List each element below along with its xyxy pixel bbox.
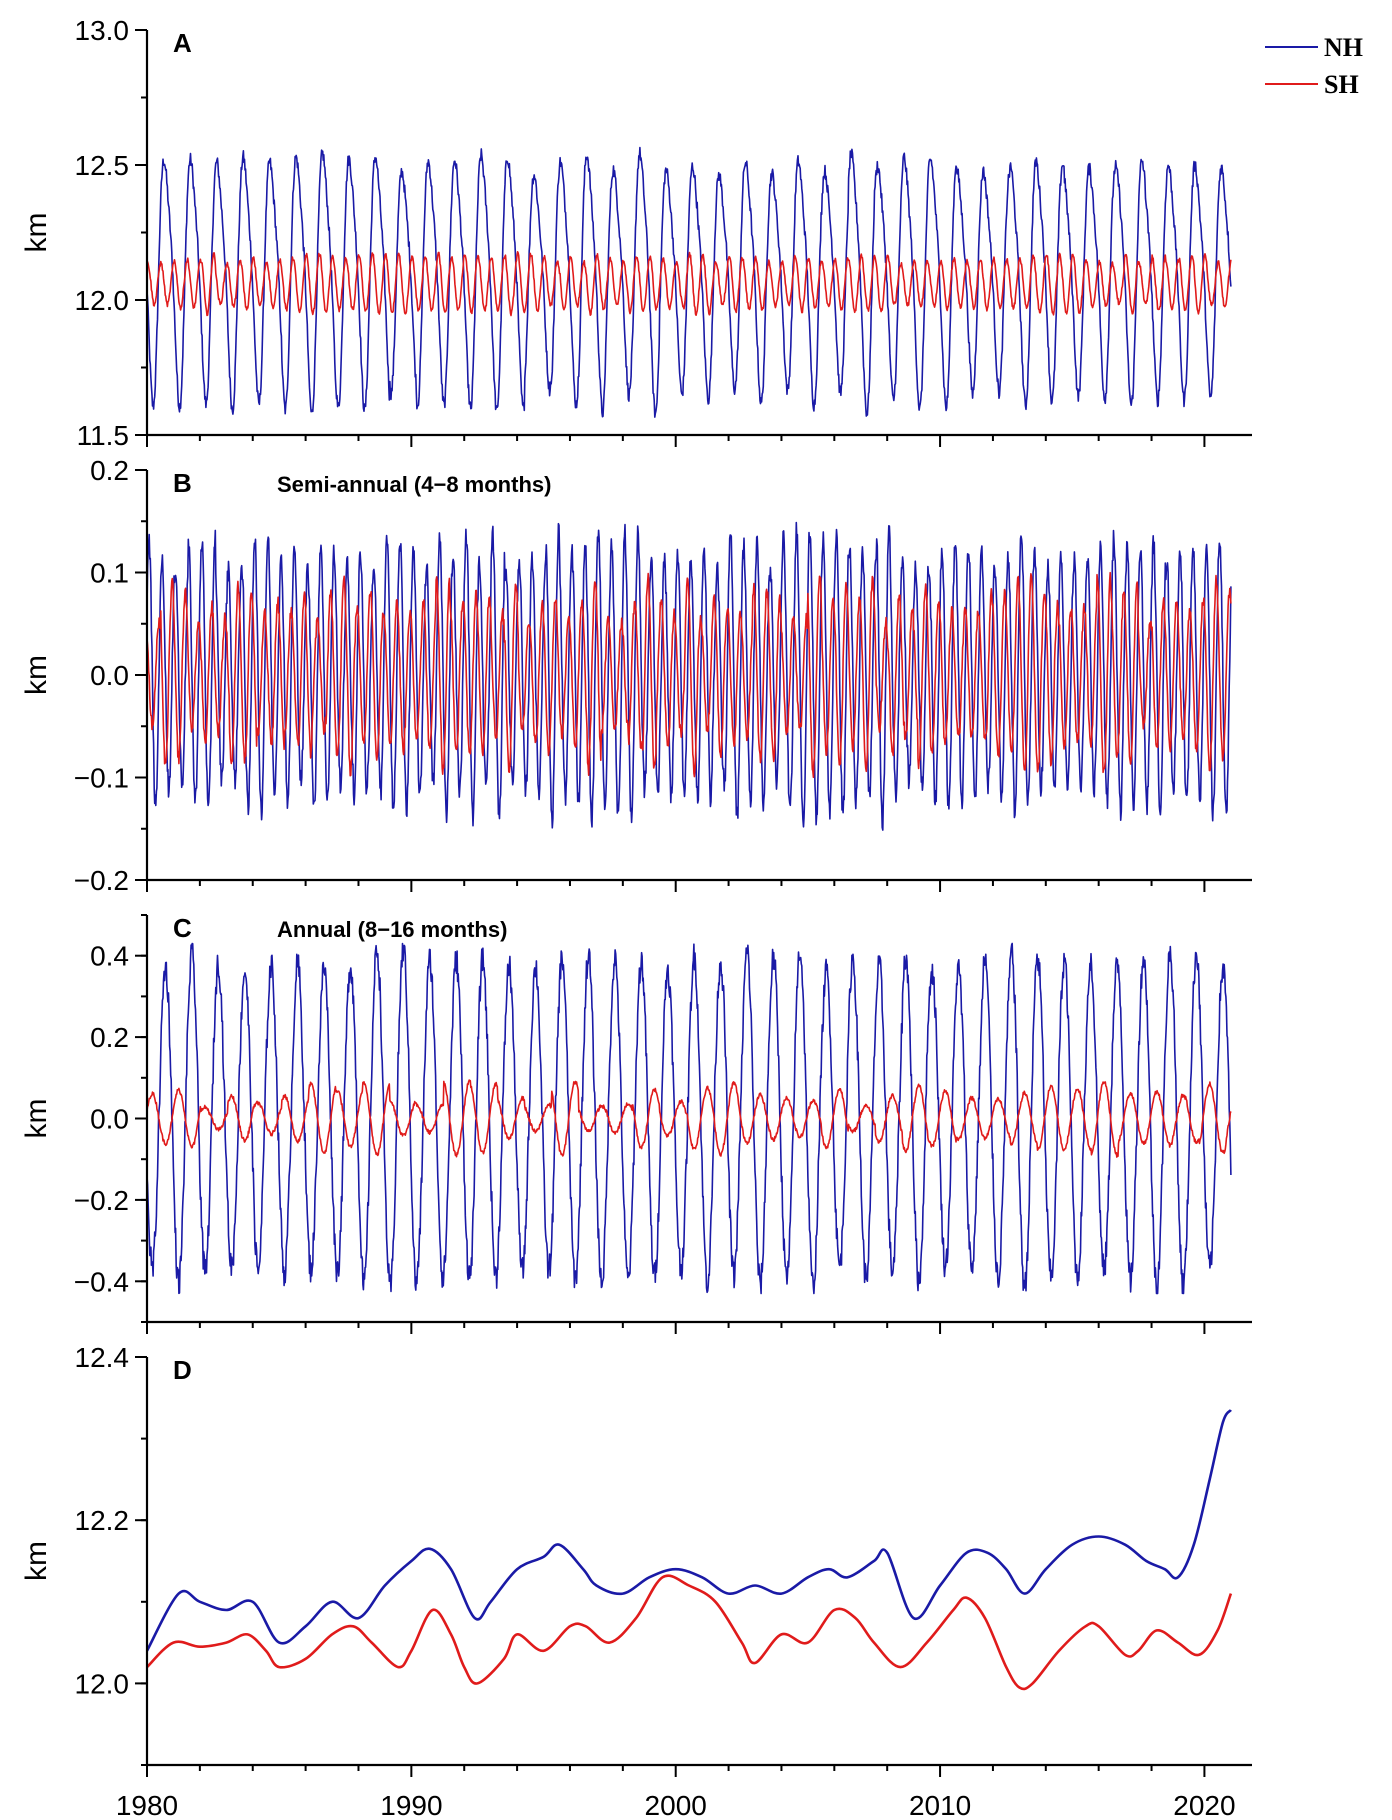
y-axis-label: km [20,655,53,695]
y-tick-label: −0.1 [74,763,129,794]
y-tick-label: 12.0 [75,285,130,316]
y-tick-label: 0.0 [90,660,129,691]
panel-b: −0.2 −0.1 0.0 0.1 0.2 km B Semi-annual (4−8 mon… [20,455,1252,896]
legend-label-nh: NH [1324,33,1363,62]
series-line-sh [147,1079,1232,1158]
y-tick-label: 0.4 [90,941,129,972]
legend: NH SH [1265,33,1363,99]
panel-subtitle: Semi-annual (4−8 months) [277,472,551,497]
series-line-nh [147,942,1232,1295]
y-tick-label: 12.2 [75,1505,130,1536]
panel-d: 12.0 12.2 12.4 km D [20,1342,1252,1777]
panel-subtitle: Annual (8−16 months) [277,917,507,942]
y-tick-label: −0.2 [74,865,129,896]
series-line-sh [147,1574,1233,1691]
y-tick-label: 12.0 [75,1668,130,1699]
x-tick-label: 1980 [116,1790,178,1820]
series-line-sh [147,251,1232,317]
x-tick-label: 1990 [380,1790,442,1820]
y-tick-label: 13.0 [75,15,130,46]
y-tick-label: 11.5 [77,420,129,451]
panel-a: 11.5 12.0 12.5 13.0 km A [20,15,1252,451]
x-tick-label: 2020 [1173,1790,1235,1820]
x-axis-labels: 1980 1990 2000 2010 2020 [116,1790,1236,1820]
series-line-nh [147,1409,1232,1652]
y-tick-label: 0.2 [90,455,129,486]
y-tick-label: −0.4 [74,1266,129,1297]
y-axis-label: km [20,1541,53,1581]
series-line-sh [147,571,1232,779]
y-axis-label: km [20,1099,53,1139]
x-tick-label: 2010 [909,1790,971,1820]
y-tick-label: −0.2 [74,1185,129,1216]
panel-letter: A [173,28,192,58]
y-tick-label: 12.4 [75,1342,130,1373]
panel-letter: C [173,913,192,943]
y-tick-label: 0.0 [90,1104,129,1135]
panel-c: −0.4 −0.2 0.0 0.2 0.4 km C Annual (8−16 months) [20,913,1252,1334]
y-tick-label: 0.2 [90,1022,129,1053]
panel-letter: B [173,468,192,498]
y-axis-label: km [20,213,53,253]
panel-letter: D [173,1355,192,1385]
panels: 11.5 12.0 12.5 13.0 km A −0.2 −0.1 0.0 0.1 0.2 km B S… [20,15,1252,1777]
series-line-nh [147,146,1232,418]
x-tick-label: 2000 [645,1790,707,1820]
y-tick-label: 12.5 [75,150,130,181]
y-tick-label: 0.1 [90,558,129,589]
legend-label-sh: SH [1324,70,1359,99]
